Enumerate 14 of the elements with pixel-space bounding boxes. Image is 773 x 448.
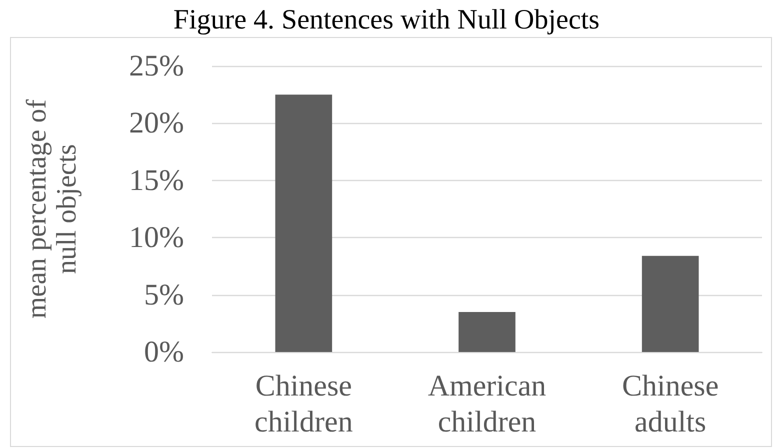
y-tick-label: 25%	[129, 50, 184, 82]
bar	[642, 256, 699, 352]
bar	[458, 312, 516, 352]
y-tick-label: 20%	[129, 106, 184, 140]
x-tick-label: American children	[428, 370, 546, 438]
x-tick-label: Chinese adults	[622, 370, 719, 438]
y-axis-title: mean percentage of null objects	[22, 98, 82, 319]
bar	[275, 94, 332, 352]
x-tick-label: Chinese children	[254, 370, 353, 438]
y-tick-label: 0%	[144, 336, 184, 368]
y-tick-label: 15%	[129, 164, 184, 197]
y-tick-label: 5%	[144, 278, 184, 312]
y-tick-label: 10%	[129, 221, 184, 254]
chart-title: Figure 4. Sentences with Null Objects	[173, 4, 600, 36]
